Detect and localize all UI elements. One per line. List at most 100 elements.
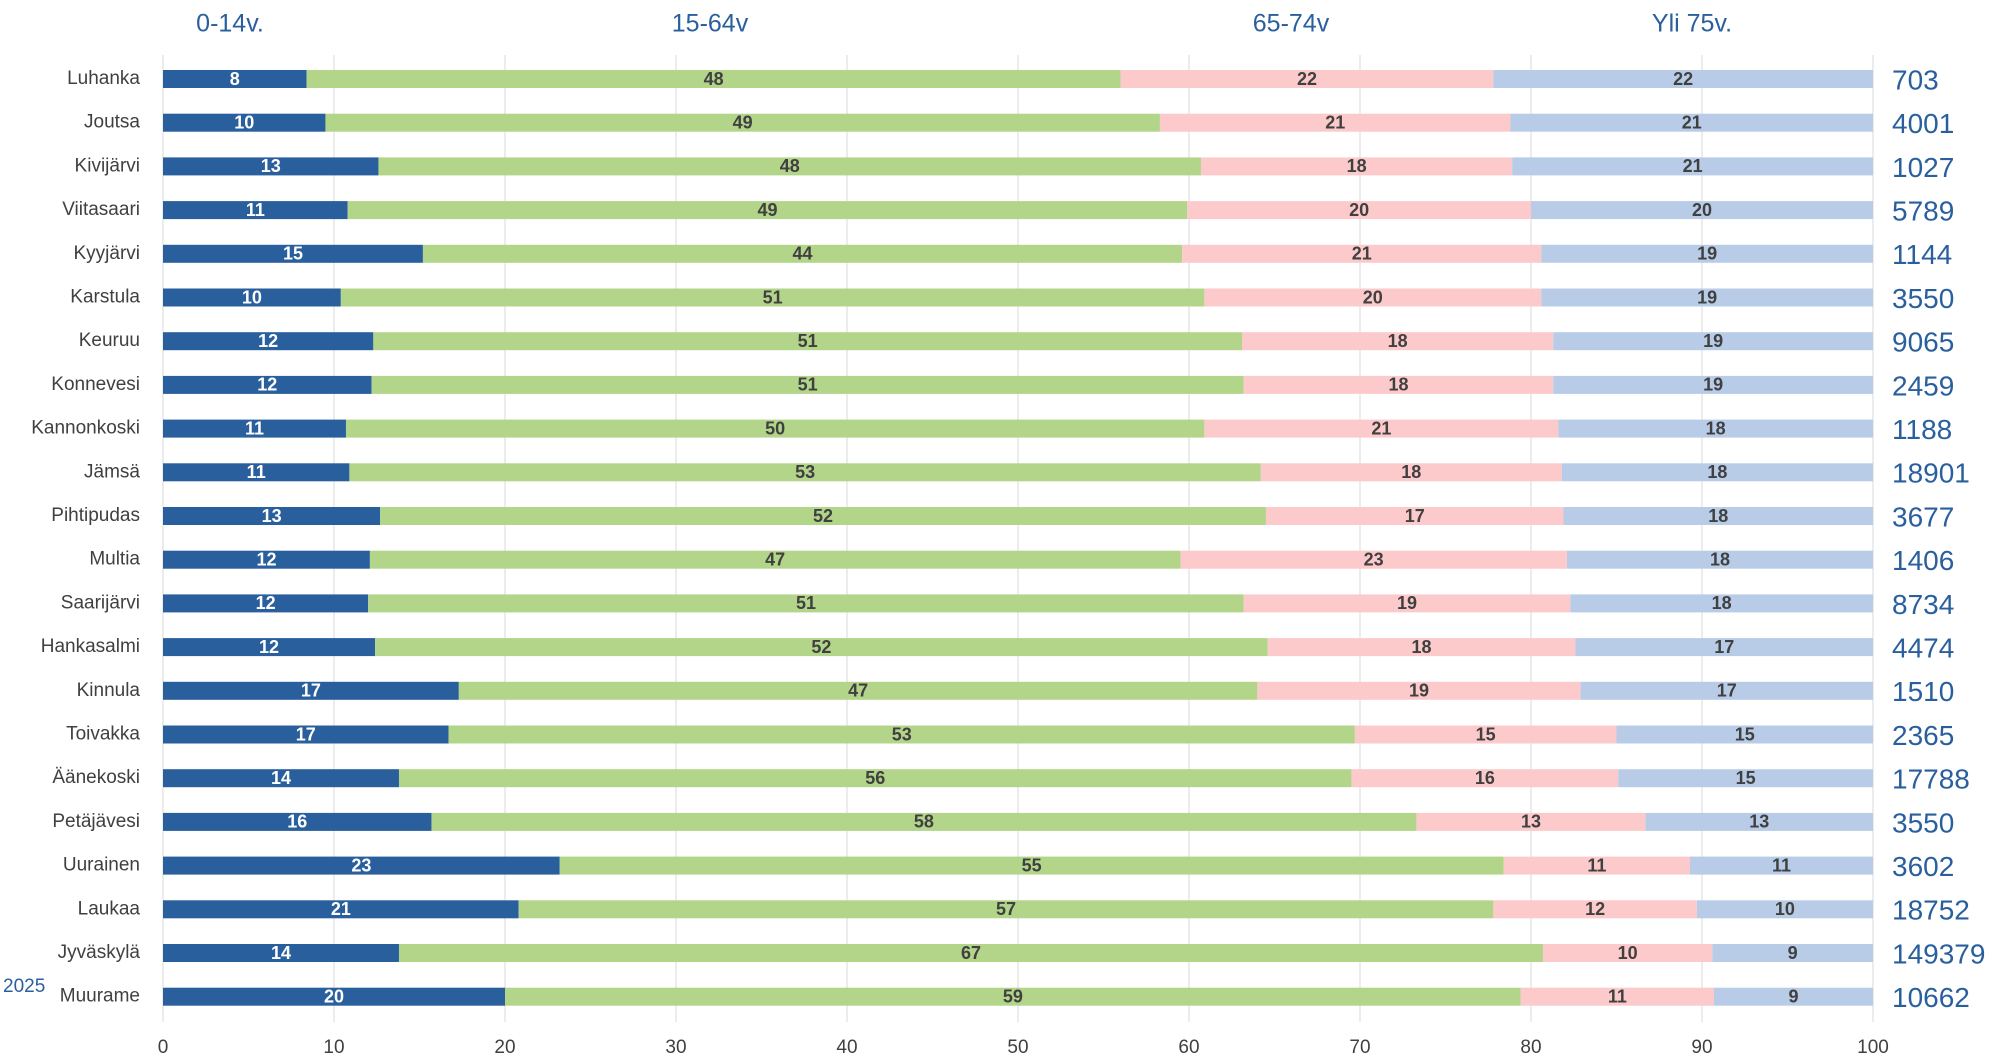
- bar-segment: [1566, 550, 1873, 569]
- bar-segment: [373, 332, 1243, 351]
- value-label: 18: [1388, 331, 1408, 351]
- value-label: 50: [765, 418, 785, 438]
- value-label: 18: [1401, 462, 1421, 482]
- total-label: 5789: [1892, 195, 1954, 226]
- total-label: 18901: [1892, 458, 1970, 489]
- bar-segment: [163, 70, 307, 88]
- bar-segment: [1354, 725, 1617, 744]
- value-label: 16: [287, 812, 307, 832]
- x-tick-label: 30: [665, 1037, 686, 1058]
- category-label: Viitasaari: [62, 199, 140, 220]
- total-label: 1406: [1892, 545, 1954, 576]
- value-label: 18: [1388, 375, 1408, 395]
- value-label: 17: [1717, 681, 1737, 701]
- value-label: 16: [1475, 768, 1495, 788]
- bar-segment: [1351, 769, 1619, 788]
- total-label: 1144: [1892, 239, 1952, 270]
- value-label: 11: [245, 418, 264, 438]
- value-label: 9: [1788, 943, 1798, 963]
- bar-segment: [163, 419, 346, 438]
- value-label: 19: [1397, 593, 1417, 613]
- bar-segment: [163, 244, 423, 263]
- value-label: 21: [1352, 244, 1372, 264]
- bar-segment: [380, 507, 1266, 525]
- bar-segment: [163, 375, 372, 394]
- bar-segment: [349, 463, 1261, 482]
- value-label: 51: [796, 593, 816, 613]
- total-label: 1188: [1892, 414, 1952, 445]
- bar-segment: [1503, 856, 1691, 875]
- category-label: Multia: [89, 549, 140, 570]
- bar-segment: [1180, 550, 1567, 569]
- total-label: 703: [1892, 64, 1939, 95]
- bar-segment: [1512, 157, 1873, 176]
- bar-segment: [163, 769, 399, 788]
- value-label: 10: [242, 287, 262, 307]
- legend-label: 65-74v: [1253, 10, 1330, 38]
- category-label: Toivakka: [66, 724, 140, 745]
- value-label: 47: [848, 681, 868, 701]
- x-tick-label: 100: [1857, 1037, 1889, 1058]
- bar-segment: [1690, 856, 1873, 875]
- value-label: 47: [765, 549, 785, 569]
- bar-segment: [458, 681, 1258, 700]
- bar-segment: [163, 681, 459, 700]
- value-label: 11: [1772, 855, 1791, 875]
- bar-segment: [1510, 113, 1873, 132]
- bar-segment: [1520, 987, 1714, 1006]
- bar-segment: [306, 70, 1121, 88]
- total-label: 3602: [1892, 851, 1954, 882]
- value-label: 58: [914, 812, 934, 832]
- x-tick-label: 90: [1691, 1037, 1712, 1058]
- category-label: Kinnula: [77, 680, 141, 701]
- total-label: 2459: [1892, 370, 1954, 401]
- total-label: 3677: [1892, 501, 1954, 532]
- total-label: 17788: [1892, 764, 1970, 795]
- category-label: Laukaa: [78, 898, 141, 919]
- category-label: Petäjävesi: [52, 811, 140, 832]
- value-label: 12: [256, 549, 276, 569]
- value-label: 55: [1022, 855, 1042, 875]
- bar-segment: [1187, 201, 1531, 220]
- category-label: Saarijärvi: [61, 592, 140, 613]
- value-label: 11: [1608, 986, 1627, 1006]
- value-label: 57: [996, 899, 1016, 919]
- x-tick-label: 20: [494, 1037, 515, 1058]
- value-label: 17: [1405, 506, 1425, 526]
- bar-segment: [518, 900, 1494, 919]
- bar-segment: [163, 900, 519, 919]
- bar-segment: [375, 638, 1268, 657]
- category-label: Joutsa: [84, 112, 140, 133]
- x-tick-label: 50: [1007, 1037, 1028, 1058]
- bar-segment: [1265, 507, 1564, 525]
- category-label: Jämsä: [84, 461, 140, 482]
- bar-segment: [1618, 769, 1873, 788]
- value-label: 23: [351, 855, 371, 875]
- bar-segment: [505, 987, 1521, 1006]
- category-label: Kyyjärvi: [73, 243, 140, 264]
- bar-segment: [163, 812, 432, 831]
- value-label: 49: [757, 200, 777, 220]
- value-label: 23: [1364, 549, 1384, 569]
- value-label: 10: [1618, 943, 1638, 963]
- legend-label: 15-64v: [672, 10, 749, 38]
- bar-segment: [368, 594, 1244, 613]
- value-label: 14: [271, 943, 291, 963]
- value-label: 49: [733, 112, 753, 132]
- x-tick-label: 0: [158, 1037, 169, 1058]
- value-label: 14: [271, 768, 291, 788]
- bar-segment: [1493, 900, 1697, 919]
- value-label: 12: [257, 375, 277, 395]
- value-label: 13: [261, 156, 281, 176]
- bar-segment: [422, 244, 1183, 263]
- bar-segment: [163, 463, 350, 482]
- bar-segment: [163, 507, 381, 525]
- bar-segment: [1575, 638, 1873, 657]
- bar-segment: [163, 550, 370, 569]
- value-label: 44: [793, 244, 813, 264]
- value-label: 20: [1692, 200, 1712, 220]
- value-label: 17: [1714, 637, 1734, 657]
- value-label: 11: [1587, 855, 1606, 875]
- bar-segment: [1563, 507, 1873, 525]
- total-label: 149379: [1892, 938, 1985, 969]
